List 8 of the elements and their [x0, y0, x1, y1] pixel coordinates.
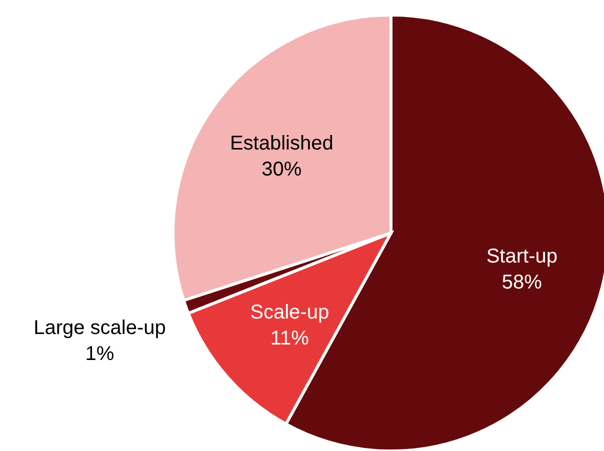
slice-label: Scale-up: [250, 301, 330, 324]
data-label: 30%: [262, 158, 302, 181]
data-label: 11%: [270, 327, 310, 350]
slice-label: Start-up: [486, 246, 558, 268]
slice-label: Established: [230, 132, 334, 155]
slice-label: Large scale-up: [34, 316, 166, 339]
data-label: 58%: [502, 272, 542, 294]
data-label: 1%: [85, 342, 114, 365]
